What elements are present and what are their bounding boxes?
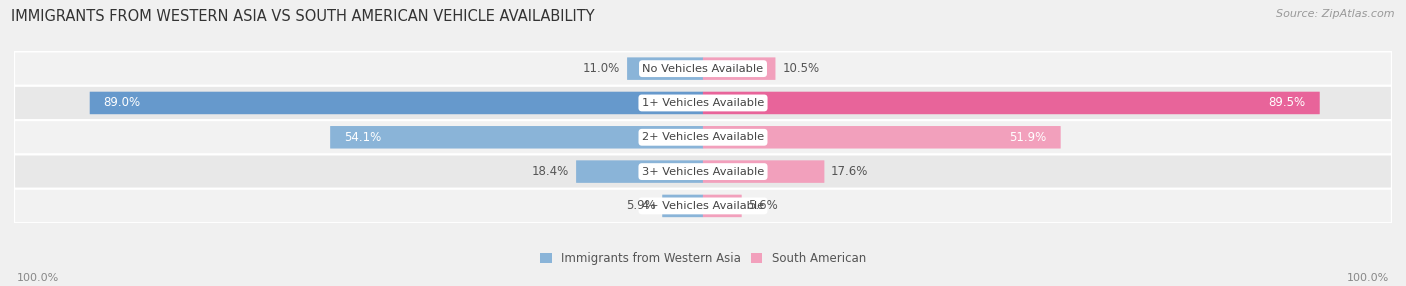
Text: 100.0%: 100.0% (1347, 273, 1389, 283)
Text: 10.5%: 10.5% (782, 62, 820, 75)
Text: 54.1%: 54.1% (344, 131, 381, 144)
Text: 100.0%: 100.0% (17, 273, 59, 283)
Text: IMMIGRANTS FROM WESTERN ASIA VS SOUTH AMERICAN VEHICLE AVAILABILITY: IMMIGRANTS FROM WESTERN ASIA VS SOUTH AM… (11, 9, 595, 23)
Text: 5.6%: 5.6% (748, 199, 778, 212)
FancyBboxPatch shape (703, 126, 1060, 148)
FancyBboxPatch shape (576, 160, 703, 183)
Text: 89.5%: 89.5% (1268, 96, 1306, 110)
Text: 51.9%: 51.9% (1010, 131, 1047, 144)
Text: 4+ Vehicles Available: 4+ Vehicles Available (643, 201, 763, 211)
Text: 89.0%: 89.0% (104, 96, 141, 110)
FancyBboxPatch shape (90, 92, 703, 114)
FancyBboxPatch shape (627, 57, 703, 80)
Text: 2+ Vehicles Available: 2+ Vehicles Available (643, 132, 763, 142)
Text: 1+ Vehicles Available: 1+ Vehicles Available (643, 98, 763, 108)
Text: No Vehicles Available: No Vehicles Available (643, 64, 763, 74)
Text: Source: ZipAtlas.com: Source: ZipAtlas.com (1277, 9, 1395, 19)
FancyBboxPatch shape (14, 120, 1392, 154)
FancyBboxPatch shape (14, 86, 1392, 120)
Text: 18.4%: 18.4% (531, 165, 569, 178)
FancyBboxPatch shape (14, 51, 1392, 86)
FancyBboxPatch shape (703, 57, 776, 80)
Text: 17.6%: 17.6% (831, 165, 869, 178)
Text: 3+ Vehicles Available: 3+ Vehicles Available (643, 167, 763, 176)
FancyBboxPatch shape (662, 195, 703, 217)
FancyBboxPatch shape (14, 154, 1392, 189)
FancyBboxPatch shape (703, 160, 824, 183)
Text: 11.0%: 11.0% (583, 62, 620, 75)
FancyBboxPatch shape (703, 195, 742, 217)
FancyBboxPatch shape (330, 126, 703, 148)
FancyBboxPatch shape (14, 189, 1392, 223)
FancyBboxPatch shape (703, 92, 1320, 114)
Text: 5.9%: 5.9% (626, 199, 655, 212)
Legend: Immigrants from Western Asia, South American: Immigrants from Western Asia, South Amer… (540, 252, 866, 265)
